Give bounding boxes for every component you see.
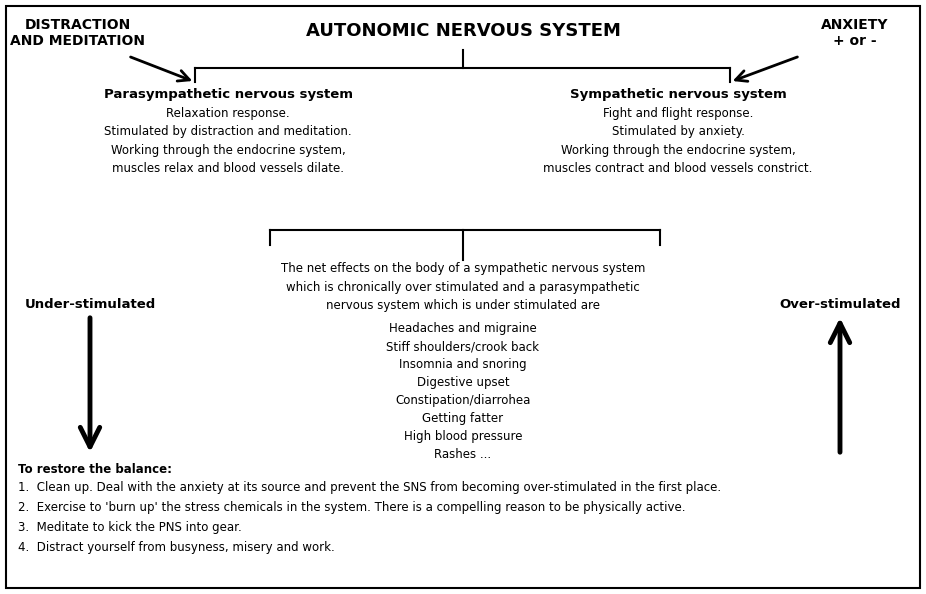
Text: Constipation/diarrohea: Constipation/diarrohea [395, 394, 531, 407]
Text: 1.  Clean up. Deal with the anxiety at its source and prevent the SNS from becom: 1. Clean up. Deal with the anxiety at it… [18, 481, 721, 494]
Text: High blood pressure: High blood pressure [404, 430, 522, 443]
Text: Over-stimulated: Over-stimulated [780, 298, 901, 311]
Text: ANXIETY
+ or -: ANXIETY + or - [821, 18, 889, 48]
Text: 3.  Meditate to kick the PNS into gear.: 3. Meditate to kick the PNS into gear. [18, 521, 242, 534]
Text: DISTRACTION
AND MEDITATION: DISTRACTION AND MEDITATION [10, 18, 145, 48]
Text: Insomnia and snoring: Insomnia and snoring [399, 358, 527, 371]
Text: Under-stimulated: Under-stimulated [24, 298, 156, 311]
Text: Getting fatter: Getting fatter [422, 412, 504, 425]
Text: AUTONOMIC NERVOUS SYSTEM: AUTONOMIC NERVOUS SYSTEM [306, 22, 620, 40]
Text: To restore the balance:: To restore the balance: [18, 463, 172, 476]
Text: Digestive upset: Digestive upset [417, 376, 509, 389]
Text: Sympathetic nervous system: Sympathetic nervous system [569, 88, 786, 101]
Text: The net effects on the body of a sympathetic nervous system
which is chronically: The net effects on the body of a sympath… [281, 262, 645, 312]
Text: Headaches and migraine: Headaches and migraine [389, 322, 537, 335]
Text: Relaxation response.
Stimulated by distraction and meditation.
Working through t: Relaxation response. Stimulated by distr… [105, 107, 352, 175]
Text: 4.  Distract yourself from busyness, misery and work.: 4. Distract yourself from busyness, mise… [18, 541, 335, 554]
Text: 2.  Exercise to 'burn up' the stress chemicals in the system. There is a compell: 2. Exercise to 'burn up' the stress chem… [18, 501, 685, 514]
Text: Rashes ...: Rashes ... [434, 448, 492, 461]
Text: Fight and flight response.
Stimulated by anxiety.
Working through the endocrine : Fight and flight response. Stimulated by… [544, 107, 813, 175]
Text: Parasympathetic nervous system: Parasympathetic nervous system [104, 88, 353, 101]
Text: Stiff shoulders/crook back: Stiff shoulders/crook back [386, 340, 540, 353]
